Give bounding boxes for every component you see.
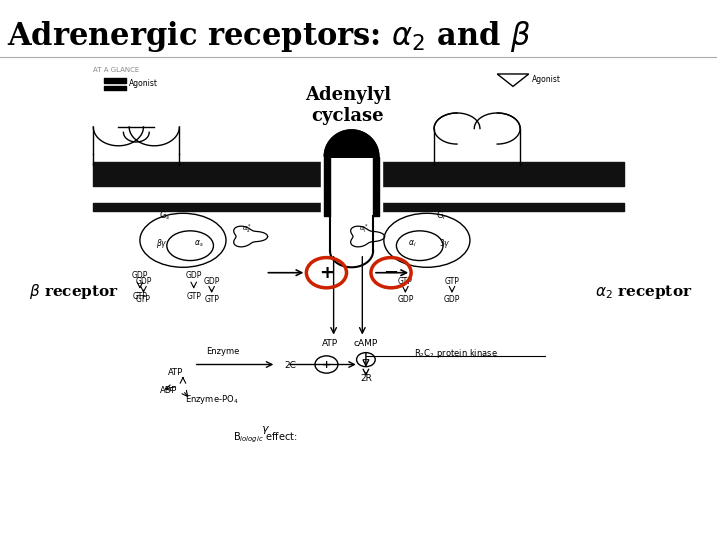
Text: G$_i$: G$_i$	[436, 210, 446, 222]
Polygon shape	[324, 130, 379, 157]
Text: Adrenergic receptors: $\alpha_2$ and $\beta$: Adrenergic receptors: $\alpha_2$ and $\b…	[7, 19, 531, 54]
Text: GDP: GDP	[135, 276, 152, 286]
Text: −: −	[362, 355, 370, 365]
Text: cAMP: cAMP	[354, 339, 378, 348]
Text: $\gamma$: $\gamma$	[261, 424, 270, 436]
Text: +: +	[319, 264, 334, 282]
Text: $3\gamma$: $3\gamma$	[439, 237, 451, 249]
Text: Agonist: Agonist	[129, 79, 158, 88]
Text: $\beta\gamma$: $\beta\gamma$	[156, 237, 167, 249]
Text: Agonist: Agonist	[532, 75, 562, 84]
Text: GTP: GTP	[204, 295, 219, 305]
Text: +: +	[322, 360, 331, 369]
Text: GTP: GTP	[186, 292, 201, 301]
Text: ATP: ATP	[168, 368, 184, 377]
Text: Enzyme-PO$_4$: Enzyme-PO$_4$	[185, 393, 238, 406]
Text: $\alpha_2$ receptor: $\alpha_2$ receptor	[595, 282, 693, 301]
Text: GDP: GDP	[397, 295, 413, 305]
Text: ADP: ADP	[160, 386, 177, 395]
Text: Adenylyl
cyclase: Adenylyl cyclase	[305, 86, 391, 125]
Text: $\alpha_s^*$: $\alpha_s^*$	[243, 222, 253, 235]
Text: GDP: GDP	[186, 271, 202, 280]
Text: $\alpha_i$: $\alpha_i$	[408, 239, 417, 249]
Text: $\alpha_s$: $\alpha_s$	[194, 239, 204, 249]
Text: AT A GLANCE: AT A GLANCE	[94, 68, 140, 73]
Text: $\beta$ receptor: $\beta$ receptor	[29, 282, 119, 301]
Text: R$_2$C$_2$ protein kinase: R$_2$C$_2$ protein kinase	[414, 347, 498, 360]
Text: 2C: 2C	[284, 361, 297, 370]
Text: G$_s$: G$_s$	[159, 210, 171, 222]
Polygon shape	[324, 130, 379, 157]
Text: −: −	[384, 264, 399, 282]
Text: B$_{iologic}$ effect:: B$_{iologic}$ effect:	[233, 430, 297, 445]
Text: ATP: ATP	[322, 339, 338, 348]
Text: GDP: GDP	[132, 271, 148, 280]
Text: GTP: GTP	[136, 295, 151, 305]
Text: GDP: GDP	[444, 295, 460, 305]
Text: GTP: GTP	[444, 276, 459, 286]
Text: GTP: GTP	[132, 292, 148, 301]
Text: Enzyme: Enzyme	[206, 347, 239, 356]
Text: GDP: GDP	[204, 276, 220, 286]
Text: $\alpha_i^*$: $\alpha_i^*$	[359, 222, 369, 235]
Text: GTP: GTP	[398, 276, 413, 286]
Text: 2R: 2R	[360, 374, 372, 383]
